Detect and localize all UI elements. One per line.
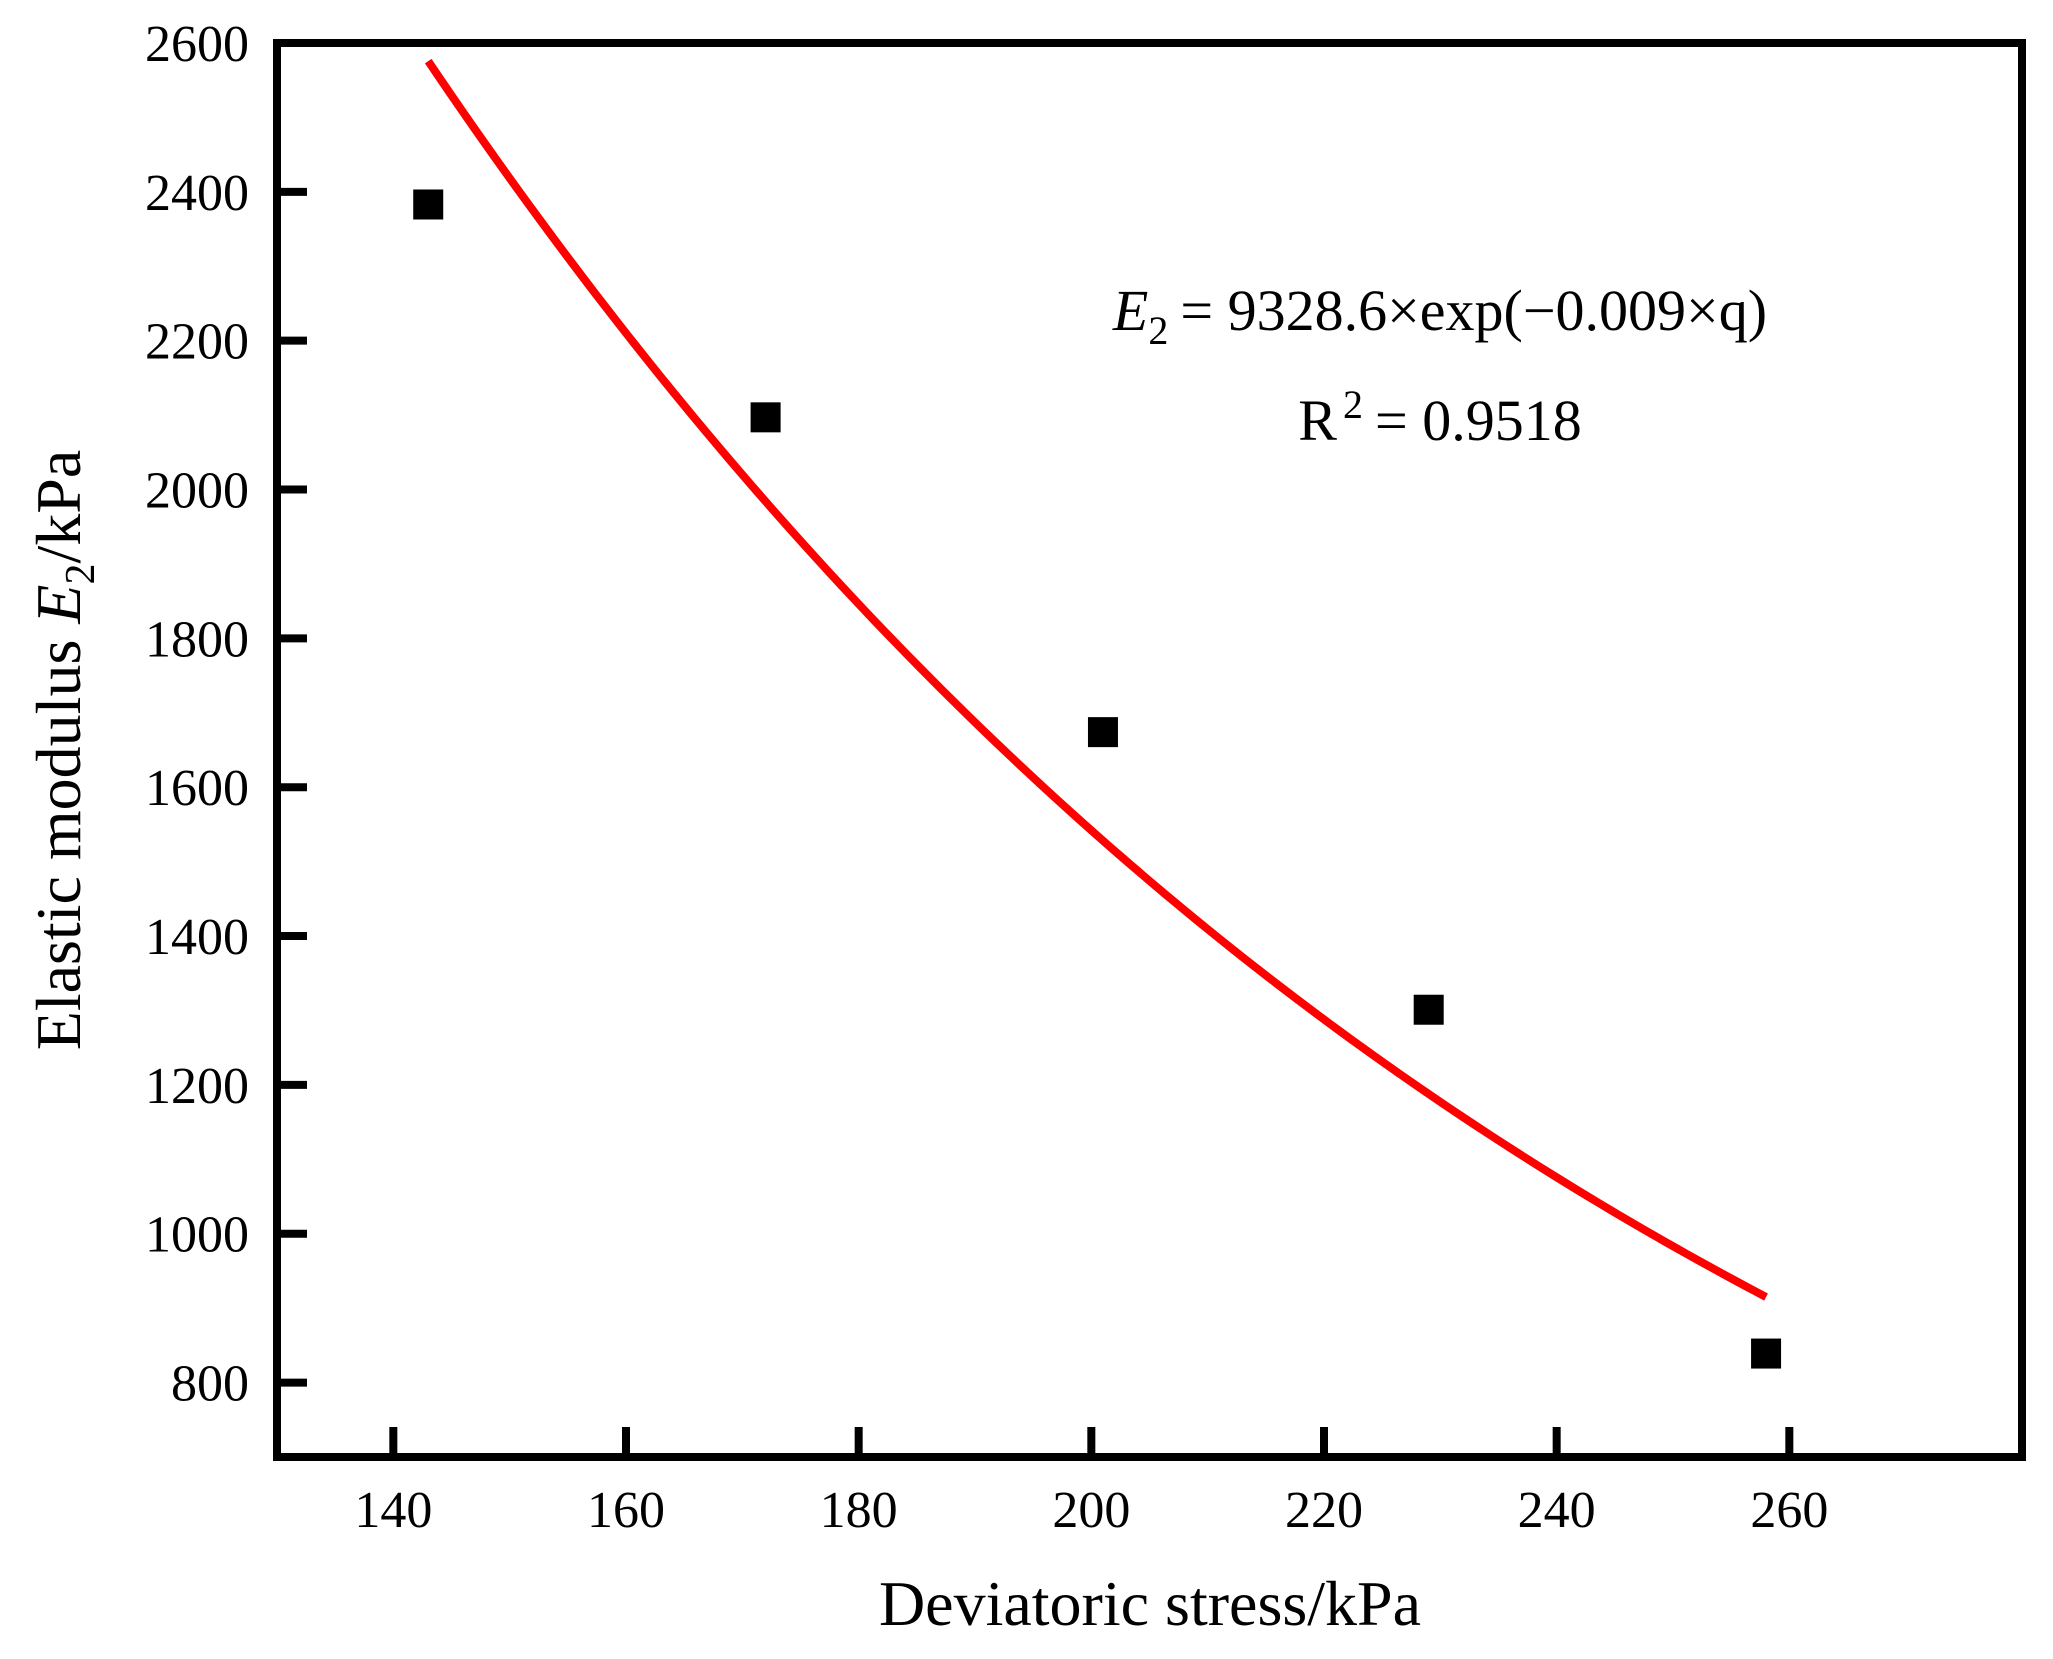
x-axis: 140 160 180 200 220 240 260 [354,1427,1828,1539]
data-point [750,402,781,433]
x-axis-title: Deviatoric stress/kPa [879,1568,1421,1639]
x-tick-label: 200 [1052,1482,1130,1539]
x-tick-label: 220 [1285,1482,1363,1539]
y-tick-label: 1000 [145,1207,249,1264]
y-tick-label: 1200 [145,1058,249,1115]
y-tick-label: 2600 [145,16,249,73]
x-tick-label: 180 [820,1482,898,1539]
y-tick-label: 2200 [145,314,249,371]
y-tick-label: 1600 [145,760,249,817]
y-tick-label: 1800 [145,611,249,668]
y-axis: 800 1000 1200 1400 1600 1800 2000 2200 2400 2600 [145,16,307,1413]
y-tick-label: 2000 [145,463,249,520]
data-point [1751,1338,1782,1369]
x-tick-label: 260 [1750,1482,1828,1539]
x-tick-label: 140 [354,1482,432,1539]
x-tick-label: 160 [587,1482,665,1539]
data-points [413,189,1782,1369]
data-point [1087,717,1118,748]
x-tick-label: 240 [1518,1482,1596,1539]
y-tick-label: 1400 [145,909,249,966]
y-axis-title: Elastic modulus E2/kPa [23,450,104,1051]
data-point [1413,994,1444,1025]
r-squared: R 2 = 0.9518 [1298,382,1581,453]
data-point [413,189,444,220]
fit-equation: E2 = 9328.6×exp(−0.009×q) [1112,278,1767,353]
y-tick-label: 2400 [145,165,249,222]
fit-curve [424,58,1768,1301]
plot-frame [273,39,2026,1461]
y-tick-label: 800 [171,1356,249,1413]
